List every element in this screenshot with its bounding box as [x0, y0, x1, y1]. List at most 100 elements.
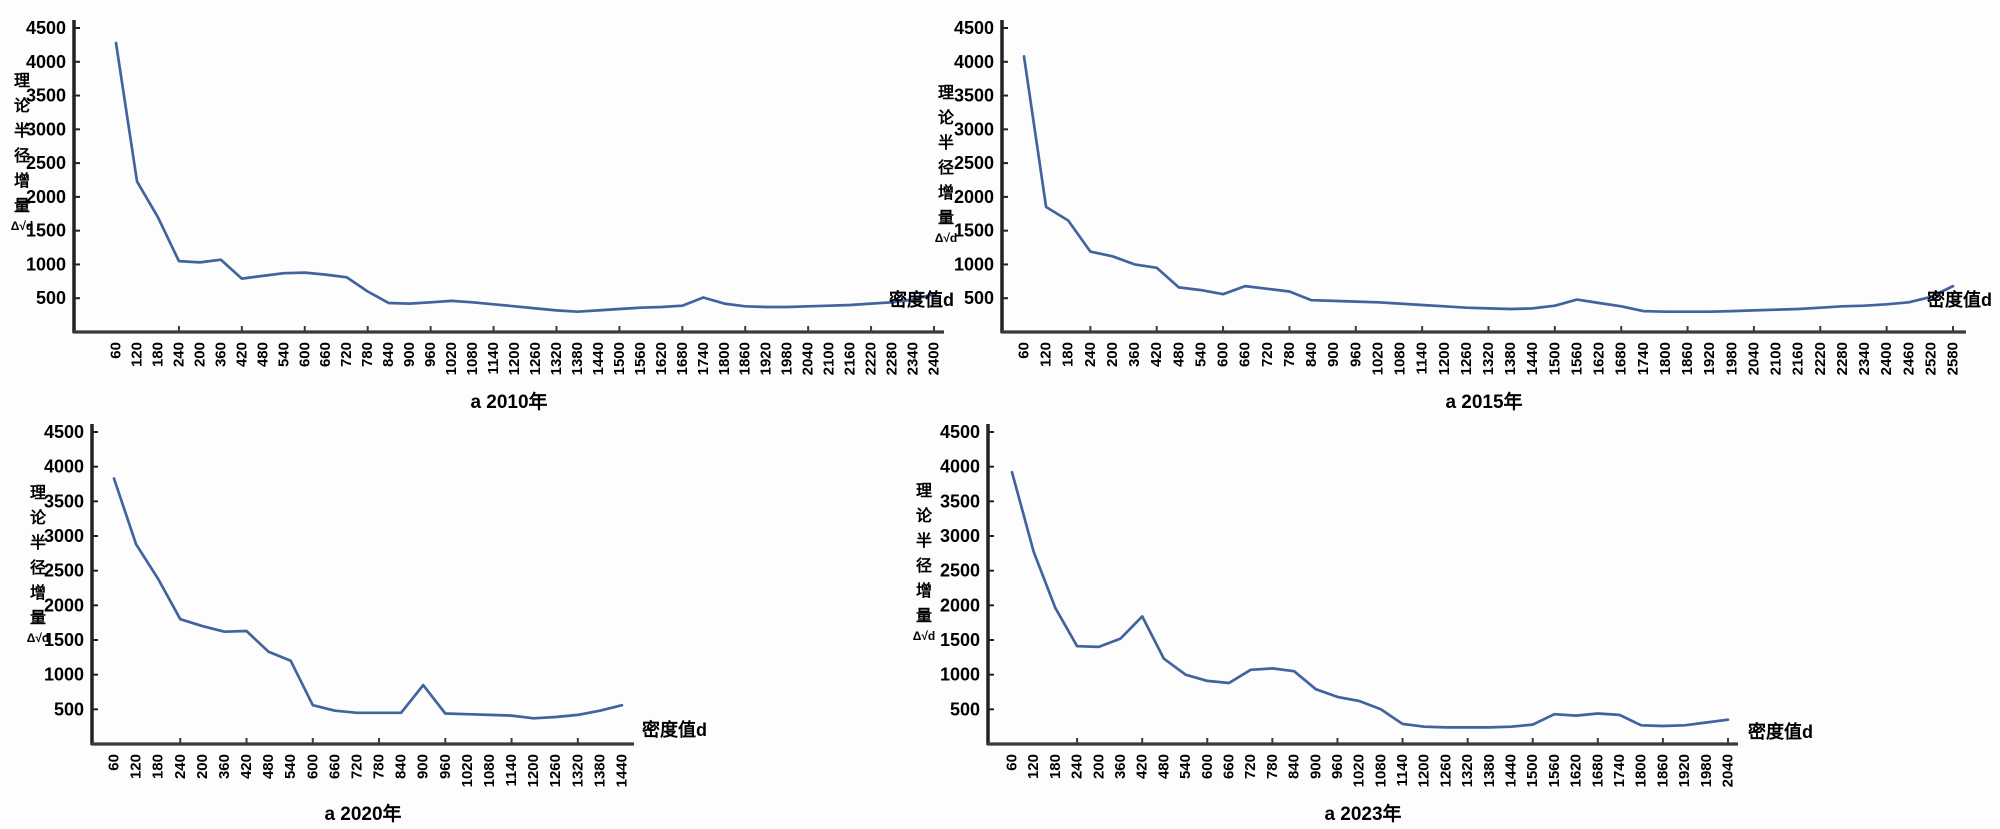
y-tick-label: 4500	[954, 18, 994, 38]
x-tick-label: 1380	[1502, 342, 1519, 375]
x-tick-label: 1200	[1416, 754, 1433, 787]
x-tick-label: 1980	[1698, 754, 1715, 787]
x-tick-label: 2520	[1922, 342, 1939, 375]
chart-caption: a 2015年	[1445, 390, 1522, 413]
x-tick-label: 840	[1303, 342, 1320, 367]
y-axis-title-char: 论	[30, 508, 47, 527]
x-tick-label: 1620	[1568, 754, 1585, 787]
x-tick-label: 1560	[1568, 342, 1585, 375]
x-tick-label: 180	[1060, 342, 1077, 367]
y-tick-label: 2000	[44, 595, 84, 615]
x-tick-label: 900	[415, 754, 432, 779]
x-tick-label: 1380	[569, 342, 586, 375]
x-tick-label: 1140	[1414, 342, 1431, 375]
y-tick-label: 500	[964, 288, 994, 308]
x-tick-label: 1920	[758, 342, 775, 375]
x-tick-label: 180	[149, 342, 166, 367]
data-line	[1022, 55, 1955, 314]
y-axis-title-char: 论	[14, 96, 31, 115]
y-tick-label: 1000	[954, 254, 994, 274]
y-tick-label: 500	[54, 699, 84, 719]
x-tick-label: 1560	[632, 342, 649, 375]
x-axis-title: 密度值d	[642, 719, 707, 740]
x-tick-label: 1680	[1613, 342, 1630, 375]
y-axis-title-char: 理	[14, 72, 30, 90]
y-axis-formula: Δ√d	[913, 629, 936, 643]
y-axis-title-char: 增	[14, 171, 30, 190]
x-tick-label: 600	[304, 754, 321, 779]
x-tick-label: 960	[437, 754, 454, 779]
x-tick-label: 2160	[842, 342, 859, 375]
x-tick-label: 1680	[1589, 754, 1606, 787]
x-tick-label: 2460	[1900, 342, 1917, 375]
y-axis-title-char: 径	[30, 558, 46, 577]
x-tick-label: 720	[1242, 754, 1259, 779]
y-tick-label: 2000	[940, 595, 980, 615]
y-tick-label: 2500	[26, 153, 66, 173]
y-tick-label: 4500	[940, 422, 980, 442]
x-tick-label: 1440	[614, 754, 631, 787]
chart-caption: a 2010年	[470, 390, 547, 413]
x-tick-label: 1740	[695, 342, 712, 375]
chart-panel-2020: 4500 4000 3500 3000 2500 2000 1500 1000 500 60 120…	[8, 418, 718, 829]
x-tick-label: 120	[1025, 754, 1042, 779]
x-tick-label: 1980	[1723, 342, 1740, 375]
x-tick-label: 420	[238, 754, 255, 779]
x-tick-label: 200	[1090, 754, 1107, 779]
y-tick-label: 1500	[954, 221, 994, 241]
y-tick-label: 1500	[26, 221, 66, 241]
x-tick-label: 1620	[1591, 342, 1608, 375]
x-tick-label: 2040	[1745, 342, 1762, 375]
x-tick-label: 2340	[905, 342, 922, 375]
x-tick-label: 1620	[653, 342, 670, 375]
x-tick-label: 1260	[1437, 754, 1454, 787]
x-tick-label: 2100	[1768, 342, 1785, 375]
y-tick-label: 4000	[44, 457, 84, 477]
x-tick-label: 660	[1237, 342, 1254, 367]
x-tick-label: 1920	[1701, 342, 1718, 375]
x-axis-title: 密度值d	[889, 289, 954, 310]
y-axis-title-char: 论	[938, 108, 955, 127]
y-tick-label: 1000	[26, 254, 66, 274]
x-tick-label: 1800	[1633, 754, 1650, 787]
y-axis-title-char: 半	[938, 133, 954, 152]
x-tick-label: 180	[1047, 754, 1064, 779]
x-tick-label: 2580	[1945, 342, 1962, 375]
chart-caption: a 2023年	[1324, 802, 1401, 825]
y-tick-label: 2000	[954, 187, 994, 207]
x-tick-label: 1020	[443, 342, 460, 375]
x-tick-label: 1980	[779, 342, 796, 375]
y-tick-label: 4000	[26, 52, 66, 72]
x-tick-label: 540	[1177, 754, 1194, 779]
x-tick-label: 1320	[1459, 754, 1476, 787]
x-tick-label: 2100	[821, 342, 838, 375]
x-tick-label: 540	[275, 342, 292, 367]
y-tick-label: 3500	[44, 491, 84, 511]
x-tick-label: 1440	[1524, 342, 1541, 375]
x-tick-label: 2220	[1812, 342, 1829, 375]
chart-panel-2015: 4500 4000 3500 3000 2500 2000 1500 1000 500 60 120…	[930, 2, 1998, 416]
x-tick-label: 420	[233, 342, 250, 367]
y-tick-label: 2500	[954, 153, 994, 173]
x-tick-label: 200	[1104, 342, 1121, 367]
x-tick-label: 360	[216, 754, 233, 779]
y-tick-label: 2000	[26, 187, 66, 207]
x-tick-label: 720	[338, 342, 355, 367]
x-tick-label: 2280	[884, 342, 901, 375]
x-tick-label: 1200	[525, 754, 542, 787]
x-tick-label: 1380	[591, 754, 608, 787]
y-tick-label: 4000	[940, 457, 980, 477]
y-axis-title-char: 量	[14, 197, 30, 215]
y-tick-label: 1000	[940, 665, 980, 685]
y-tick-label: 1500	[44, 630, 84, 650]
x-tick-label: 360	[1126, 342, 1143, 367]
y-axis-title-char: 径	[916, 556, 932, 575]
x-tick-label: 1800	[716, 342, 733, 375]
x-tick-label: 2040	[800, 342, 817, 375]
y-tick-label: 3500	[940, 491, 980, 511]
x-tick-label: 540	[282, 754, 299, 779]
y-axis-title-char: 增	[30, 583, 46, 602]
x-tick-label: 960	[1329, 754, 1346, 779]
x-tick-label: 960	[1347, 342, 1364, 367]
x-tick-label: 1740	[1611, 754, 1628, 787]
